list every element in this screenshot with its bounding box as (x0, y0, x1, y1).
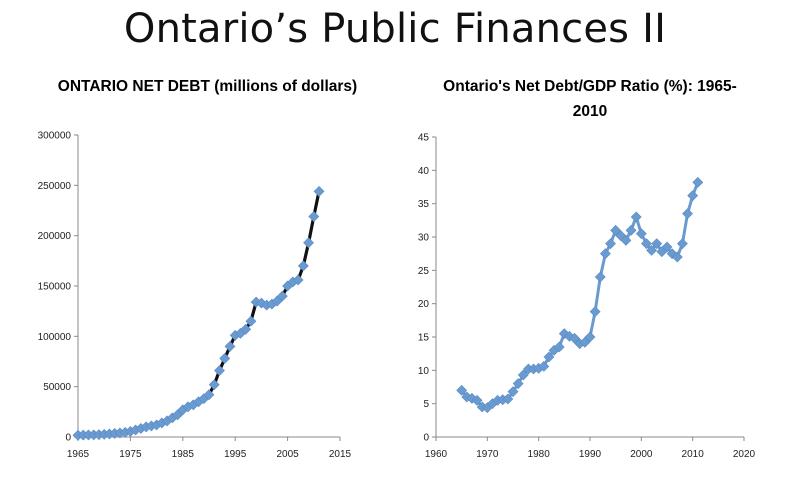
data-point-ratio (625, 224, 637, 236)
x-tick-label: 2005 (276, 449, 299, 460)
data-point-ratio (661, 241, 673, 253)
data-point-ratio (610, 224, 622, 236)
y-tick-label: 50000 (43, 382, 71, 393)
data-point-net-debt (276, 290, 288, 302)
data-point-ratio (692, 176, 704, 188)
data-point-ratio (456, 384, 468, 396)
data-point-ratio (646, 244, 658, 256)
x-tick-label: 1985 (172, 449, 195, 460)
data-point-ratio (579, 336, 591, 348)
data-point-ratio (569, 332, 581, 344)
data-point-net-debt (245, 315, 257, 327)
y-tick-label: 100000 (38, 332, 72, 343)
chart-title-debt-gdp-ratio: Ontario's Net Debt/GDP Ratio (%): 1965-2… (443, 78, 737, 120)
x-tick-label: 1995 (224, 449, 247, 460)
x-tick-label: 1990 (579, 449, 602, 460)
x-tick-label: 1960 (425, 449, 448, 460)
data-point-ratio (507, 386, 519, 398)
data-point-ratio (671, 251, 683, 263)
data-point-ratio (676, 238, 688, 250)
data-point-net-debt (214, 365, 225, 376)
data-point-ratio (630, 211, 642, 223)
data-point-net-debt (224, 340, 236, 352)
data-point-ratio (651, 238, 663, 250)
y-tick-label: 300000 (38, 131, 72, 142)
y-tick-label: 10 (418, 366, 430, 377)
y-tick-label: 30 (418, 233, 430, 244)
data-point-ratio (553, 341, 565, 353)
data-point-ratio (682, 208, 693, 220)
data-point-net-debt (297, 260, 309, 272)
data-point-ratio (594, 271, 606, 283)
data-point-net-debt (219, 353, 231, 364)
chart-debt-gdp-ratio: 0 5 10 15 20 25 30 35 40 45 1960 1970 1980 1990 2000 20… (418, 133, 756, 461)
x-tick-label: 2015 (329, 449, 352, 460)
x-tick-label: 1980 (528, 449, 551, 460)
data-point-ratio (538, 360, 550, 372)
x-tick-label: 2020 (733, 449, 756, 460)
data-point-net-debt (292, 274, 304, 286)
data-point-ratio (543, 351, 555, 363)
chart-title-net-debt: ONTARIO NET DEBT (millions of dollars) (57, 78, 358, 95)
data-point-ratio (589, 306, 601, 318)
data-point-ratio (502, 393, 514, 405)
data-point-ratio (512, 378, 524, 390)
y-tick-label: 35 (418, 199, 430, 210)
data-point-ratio (584, 331, 596, 343)
x-tick-label: 2000 (630, 449, 653, 460)
slide-title: Ontario’s Public Finances II (123, 6, 667, 52)
data-point-ratio (605, 238, 616, 250)
y-tick-label: 45 (418, 133, 430, 144)
y-tick-label: 40 (418, 166, 430, 177)
data-point-net-debt (208, 379, 220, 391)
data-point-net-debt (313, 185, 325, 197)
x-tick-label: 1965 (67, 449, 90, 460)
series-line-ratio (460, 181, 700, 410)
data-point-ratio (635, 228, 647, 240)
y-tick-label: 20 (418, 299, 430, 310)
x-tick-label: 2010 (682, 449, 705, 460)
y-tick-label: 0 (423, 433, 429, 444)
data-point-net-debt (303, 237, 314, 249)
x-tick-label: 1975 (119, 449, 142, 460)
y-tick-label: 0 (65, 433, 71, 444)
data-point-ratio (687, 190, 699, 202)
data-point-ratio (471, 394, 483, 406)
y-tick-label: 5 (423, 399, 429, 410)
data-point-ratio (641, 238, 652, 250)
data-point-ratio (517, 369, 529, 381)
y-tick-label: 15 (418, 333, 430, 344)
data-point-ratio (620, 234, 632, 246)
data-point-net-debt (203, 389, 215, 401)
y-tick-label: 150000 (38, 282, 72, 293)
data-point-net-debt (240, 323, 252, 335)
y-tick-label: 25 (418, 266, 430, 277)
chart-net-debt: 0 50000 100000 150000 200000 250000 300000 1965… (38, 131, 352, 461)
x-tick-label: 1970 (476, 449, 499, 460)
y-tick-label: 250000 (38, 181, 72, 192)
data-point-net-debt (308, 211, 320, 222)
data-point-ratio (599, 248, 611, 260)
y-tick-label: 200000 (38, 231, 72, 242)
